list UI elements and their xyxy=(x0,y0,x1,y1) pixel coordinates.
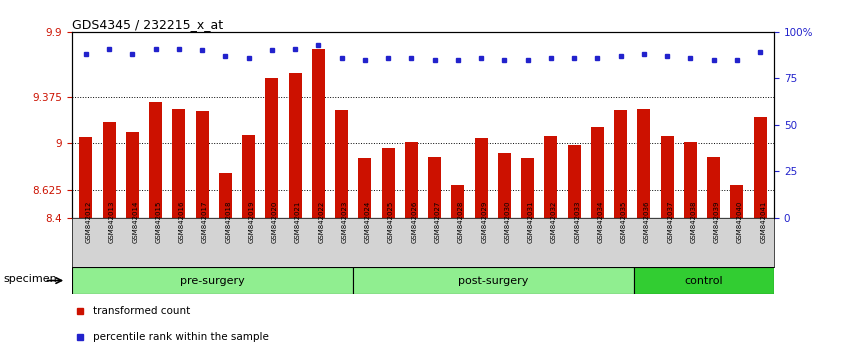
Bar xyxy=(545,136,558,218)
Bar xyxy=(149,103,162,218)
Bar xyxy=(638,109,651,218)
Text: GSM842022: GSM842022 xyxy=(318,201,324,243)
Text: GSM842040: GSM842040 xyxy=(737,200,743,243)
Bar xyxy=(173,109,185,218)
Text: GSM842027: GSM842027 xyxy=(435,200,441,243)
Bar xyxy=(591,127,604,218)
Bar xyxy=(730,185,744,218)
Text: GSM842039: GSM842039 xyxy=(714,200,720,243)
Text: GSM842023: GSM842023 xyxy=(342,200,348,243)
Bar xyxy=(568,145,580,218)
Bar xyxy=(452,185,464,218)
Text: GSM842012: GSM842012 xyxy=(85,200,92,243)
Text: GDS4345 / 232215_x_at: GDS4345 / 232215_x_at xyxy=(72,18,223,31)
Text: GSM842028: GSM842028 xyxy=(458,200,464,243)
Text: post-surgery: post-surgery xyxy=(458,275,529,286)
Bar xyxy=(195,111,208,218)
Text: GSM842029: GSM842029 xyxy=(481,200,487,243)
Text: GSM842041: GSM842041 xyxy=(761,200,766,243)
Bar xyxy=(661,136,673,218)
Text: control: control xyxy=(684,275,723,286)
Bar xyxy=(80,137,92,218)
Text: GSM842036: GSM842036 xyxy=(644,200,650,243)
Bar xyxy=(353,267,634,294)
Text: pre-surgery: pre-surgery xyxy=(180,275,244,286)
Bar xyxy=(288,73,301,218)
Bar xyxy=(72,267,353,294)
Text: GSM842017: GSM842017 xyxy=(202,200,208,243)
Text: specimen: specimen xyxy=(3,274,58,284)
Text: GSM842026: GSM842026 xyxy=(411,200,417,243)
Text: GSM842014: GSM842014 xyxy=(132,200,139,243)
Text: GSM842030: GSM842030 xyxy=(504,200,510,243)
Bar xyxy=(219,173,232,218)
Text: GSM842016: GSM842016 xyxy=(179,200,185,243)
Text: transformed count: transformed count xyxy=(93,306,190,316)
Bar xyxy=(405,142,418,218)
Bar xyxy=(126,132,139,218)
Text: GSM842024: GSM842024 xyxy=(365,201,371,243)
Text: GSM842031: GSM842031 xyxy=(528,200,534,243)
Text: GSM842018: GSM842018 xyxy=(225,200,231,243)
Bar xyxy=(475,138,487,218)
Bar xyxy=(428,157,441,218)
Text: GSM842032: GSM842032 xyxy=(551,200,557,243)
Bar xyxy=(312,49,325,218)
Bar xyxy=(382,148,394,218)
Text: GSM842021: GSM842021 xyxy=(295,200,301,243)
Text: GSM842038: GSM842038 xyxy=(690,200,696,243)
Text: GSM842019: GSM842019 xyxy=(249,200,255,243)
Bar xyxy=(521,158,534,218)
Bar xyxy=(707,157,720,218)
Bar xyxy=(359,158,371,218)
Text: percentile rank within the sample: percentile rank within the sample xyxy=(93,332,269,342)
Text: GSM842015: GSM842015 xyxy=(156,200,162,243)
Bar xyxy=(242,135,255,218)
Bar xyxy=(684,142,697,218)
Bar xyxy=(634,267,774,294)
Bar xyxy=(754,118,766,218)
Text: GSM842025: GSM842025 xyxy=(388,201,394,243)
Bar xyxy=(498,153,511,218)
Text: GSM842033: GSM842033 xyxy=(574,200,580,243)
Bar xyxy=(266,78,278,218)
Bar xyxy=(102,122,116,218)
Text: GSM842035: GSM842035 xyxy=(621,200,627,243)
Text: GSM842013: GSM842013 xyxy=(109,200,115,243)
Bar xyxy=(335,110,348,218)
Text: GSM842020: GSM842020 xyxy=(272,200,277,243)
Bar xyxy=(614,110,627,218)
Text: GSM842034: GSM842034 xyxy=(597,200,603,243)
Text: GSM842037: GSM842037 xyxy=(667,200,673,243)
